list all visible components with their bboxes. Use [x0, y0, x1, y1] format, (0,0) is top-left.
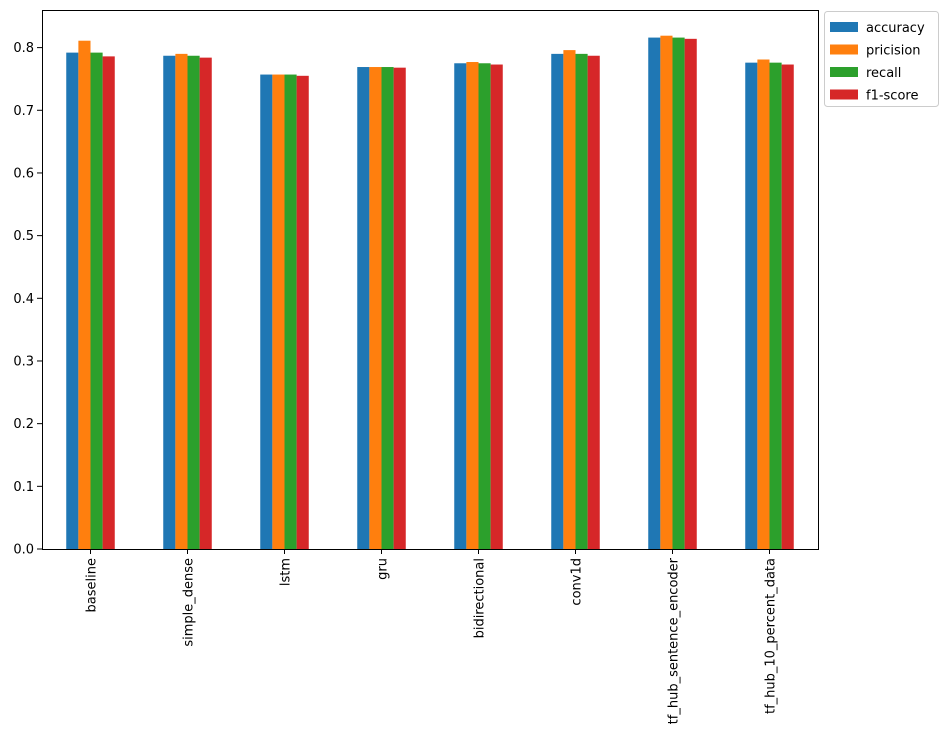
y-tick-label: 0.5	[13, 229, 34, 244]
legend-label-f1-score: f1-score	[866, 89, 918, 104]
bar-f1-score-tf_hub_sentence_encoder	[684, 38, 697, 549]
bar-f1-score-baseline	[102, 56, 115, 549]
bars-layer	[66, 35, 794, 550]
legend-swatch-f1-score	[830, 89, 858, 100]
x-tick-label: gru	[376, 558, 391, 580]
bar-pricision-tf_hub_10_percent_data	[757, 59, 770, 549]
bar-recall-bidirectional	[478, 63, 491, 550]
y-tick-label: 0.3	[13, 354, 34, 369]
bar-f1-score-gru	[393, 67, 406, 549]
bar-accuracy-conv1d	[551, 53, 564, 550]
x-tick-label: conv1d	[570, 558, 585, 606]
legend-box	[824, 11, 939, 107]
bar-recall-conv1d	[575, 53, 588, 550]
bar-pricision-lstm	[272, 74, 285, 550]
bar-pricision-baseline	[78, 40, 91, 550]
y-tick-label: 0.4	[13, 292, 34, 307]
bar-pricision-bidirectional	[466, 62, 479, 550]
bar-f1-score-lstm	[296, 75, 309, 549]
y-axis: 0.0 0.1 0.2 0.3 0.4 0.5 0.6 0.7 0.8	[13, 41, 42, 558]
bar-pricision-tf_hub_sentence_encoder	[660, 35, 673, 549]
x-tick-label: simple_dense	[182, 558, 197, 647]
legend-swatch-recall	[830, 67, 858, 77]
bar-accuracy-lstm	[260, 74, 273, 550]
bar-pricision-gru	[369, 67, 382, 549]
y-tick-label: 0.8	[13, 41, 34, 56]
plot-frame	[42, 10, 819, 550]
y-tick-label: 0.0	[13, 543, 34, 558]
legend-swatch-pricision	[830, 44, 858, 55]
legend-label-recall: recall	[866, 66, 901, 81]
legend: accuracy pricision recall f1-score	[824, 11, 939, 107]
legend-swatch-accuracy	[830, 22, 858, 32]
bar-pricision-simple_dense	[175, 53, 188, 550]
bar-recall-simple_dense	[187, 55, 200, 549]
legend-label-accuracy: accuracy	[866, 21, 925, 36]
bar-recall-lstm	[284, 74, 297, 550]
bar-f1-score-tf_hub_10_percent_data	[781, 64, 794, 549]
bar-recall-gru	[381, 67, 394, 549]
y-tick-label: 0.2	[13, 417, 34, 432]
y-tick-label: 0.6	[13, 166, 34, 181]
x-tick-label: bidirectional	[473, 558, 488, 638]
bar-pricision-conv1d	[563, 50, 576, 550]
bar-f1-score-conv1d	[587, 55, 600, 549]
x-axis: baseline simple_dense lstm gru bidirectional…	[85, 549, 779, 724]
x-tick-label: baseline	[85, 558, 100, 612]
bar-accuracy-baseline	[66, 52, 79, 550]
y-tick-label: 0.1	[13, 480, 34, 495]
y-tick-label: 0.7	[13, 104, 34, 119]
bar-accuracy-gru	[357, 67, 370, 549]
bar-f1-score-simple_dense	[199, 57, 212, 549]
bar-accuracy-tf_hub_sentence_encoder	[648, 37, 661, 549]
bar-f1-score-bidirectional	[490, 64, 503, 549]
x-tick-label: tf_hub_10_percent_data	[764, 558, 779, 714]
bar-accuracy-simple_dense	[163, 55, 176, 549]
bar-recall-tf_hub_sentence_encoder	[672, 37, 685, 549]
legend-label-pricision: pricision	[866, 44, 921, 59]
bar-accuracy-tf_hub_10_percent_data	[745, 62, 758, 550]
x-tick-label: tf_hub_sentence_encoder	[667, 557, 682, 724]
bar-accuracy-bidirectional	[454, 63, 467, 550]
bar-recall-baseline	[90, 52, 103, 550]
bar-recall-tf_hub_10_percent_data	[769, 62, 782, 550]
x-tick-label: lstm	[279, 558, 294, 586]
